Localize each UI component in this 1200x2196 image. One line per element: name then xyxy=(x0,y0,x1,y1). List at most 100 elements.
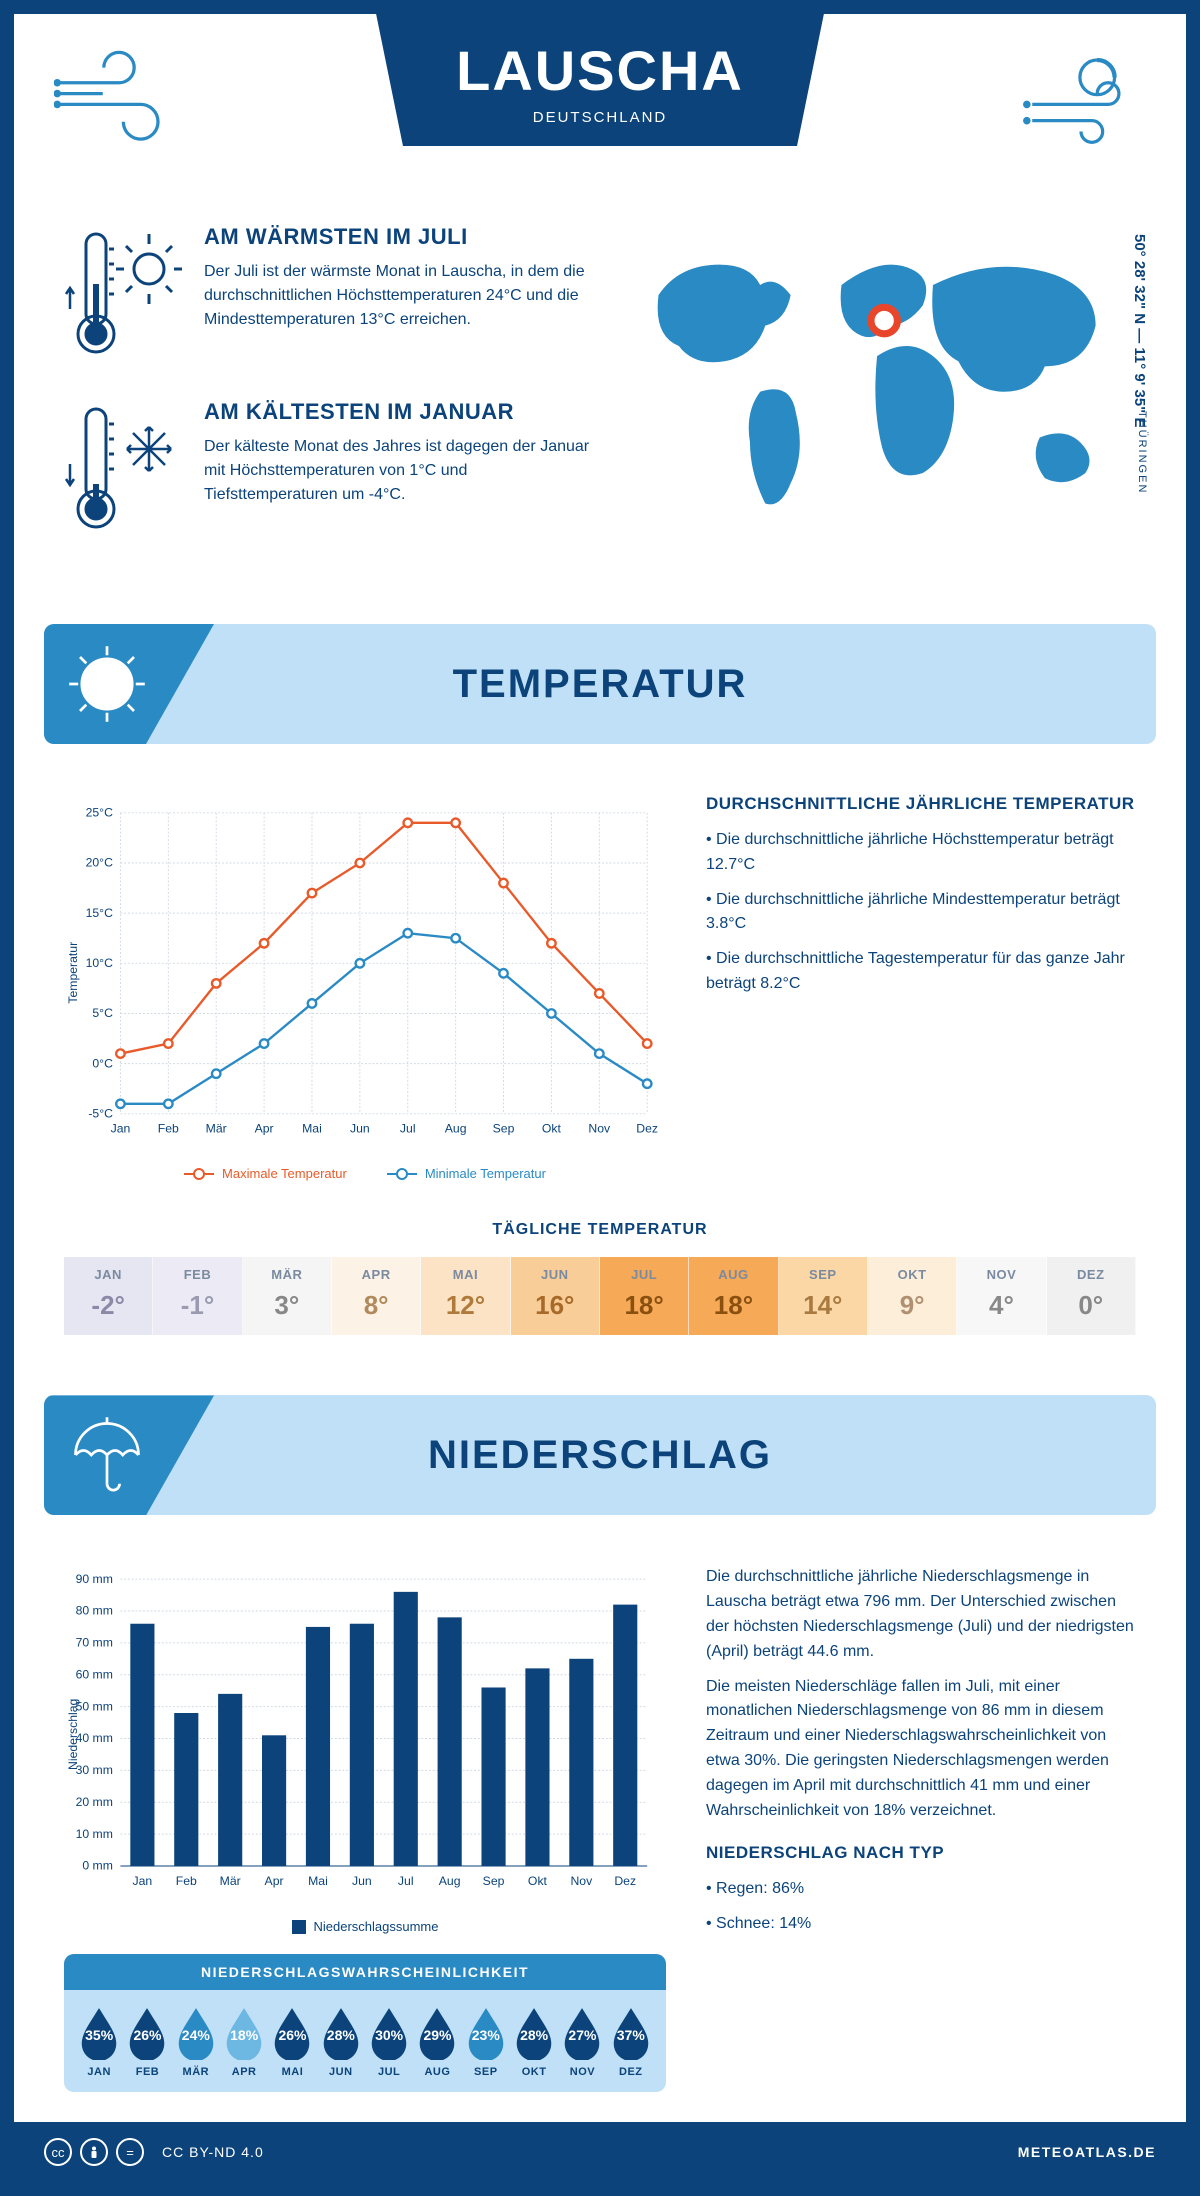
site-label: METEOATLAS.DE xyxy=(1018,2144,1156,2160)
svg-text:20°C: 20°C xyxy=(86,856,113,870)
svg-text:Nov: Nov xyxy=(570,1874,593,1888)
warmest-title: AM WÄRMSTEN IM JULI xyxy=(204,224,598,250)
temp-summary-title: DURCHSCHNITTLICHE JÄHRLICHE TEMPERATUR xyxy=(706,794,1136,814)
drop-icon: 23% xyxy=(464,2006,508,2060)
drop-icon: 24% xyxy=(174,2006,218,2060)
svg-text:-5°C: -5°C xyxy=(88,1107,113,1121)
temp-cell: JUL 18° xyxy=(600,1257,689,1335)
prob-month: NOV xyxy=(559,2066,605,2078)
temp-cell: JUN 16° xyxy=(511,1257,600,1335)
svg-text:Feb: Feb xyxy=(158,1122,179,1136)
daily-temp-title: TÄGLICHE TEMPERATUR xyxy=(64,1221,1136,1239)
temperature-line-chart: -5°C0°C5°C10°C15°C20°C25°CJanFebMärAprMa… xyxy=(64,794,666,1181)
temp-cell-value: 3° xyxy=(243,1290,331,1321)
temp-cell-value: -2° xyxy=(64,1290,152,1321)
svg-text:Feb: Feb xyxy=(176,1874,197,1888)
prob-month: JUN xyxy=(318,2066,364,2078)
svg-text:10°C: 10°C xyxy=(86,956,113,970)
facts-column: AM WÄRMSTEN IM JULI Der Juli ist der wär… xyxy=(64,224,598,574)
svg-text:Jul: Jul xyxy=(400,1122,416,1136)
svg-text:Jan: Jan xyxy=(111,1122,131,1136)
coldest-body: AM KÄLTESTEN IM JANUAR Der kälteste Mona… xyxy=(204,399,598,544)
cc-icon: cc xyxy=(44,2138,72,2166)
temperature-summary: DURCHSCHNITTLICHE JÄHRLICHE TEMPERATUR D… xyxy=(706,794,1136,1181)
temperature-title: TEMPERATUR xyxy=(453,662,748,707)
svg-text:5°C: 5°C xyxy=(92,1006,113,1020)
wind-icon-right xyxy=(1016,44,1146,159)
footer: cc = CC BY-ND 4.0 METEOATLAS.DE xyxy=(14,2122,1186,2182)
temp-cell: MAI 12° xyxy=(421,1257,510,1335)
drop-icon: 18% xyxy=(222,2006,266,2060)
precipitation-row: 0 mm10 mm20 mm30 mm40 mm50 mm60 mm70 mm8… xyxy=(14,1535,1186,2122)
svg-text:Apr: Apr xyxy=(255,1122,274,1136)
prob-month: OKT xyxy=(511,2066,557,2078)
temp-cell: AUG 18° xyxy=(689,1257,778,1335)
temp-cell: NOV 4° xyxy=(957,1257,1046,1335)
drop-icon: 26% xyxy=(270,2006,314,2060)
temp-bullet: Die durchschnittliche jährliche Mindestt… xyxy=(706,888,1136,938)
temp-cell: FEB -1° xyxy=(153,1257,242,1335)
coldest-title: AM KÄLTESTEN IM JANUAR xyxy=(204,399,598,425)
prob-value: 35% xyxy=(85,2027,113,2043)
prob-value: 29% xyxy=(423,2027,451,2043)
svg-text:Sep: Sep xyxy=(493,1122,515,1136)
prob-title: NIEDERSCHLAGSWAHRSCHEINLICHKEIT xyxy=(64,1954,666,1990)
prob-value: 30% xyxy=(375,2027,403,2043)
drop-icon: 30% xyxy=(367,2006,411,2060)
prob-cell: 26% MAI xyxy=(269,2006,315,2078)
prob-month: JAN xyxy=(76,2066,122,2078)
sun-icon xyxy=(44,624,214,744)
coldest-fact: AM KÄLTESTEN IM JANUAR Der kälteste Mona… xyxy=(64,399,598,544)
drop-icon: 26% xyxy=(125,2006,169,2060)
svg-text:Jan: Jan xyxy=(133,1874,153,1888)
wind-icon-left xyxy=(54,44,184,159)
svg-text:Jun: Jun xyxy=(350,1122,370,1136)
svg-text:Okt: Okt xyxy=(542,1122,562,1136)
prob-month: AUG xyxy=(414,2066,460,2078)
svg-text:Mai: Mai xyxy=(302,1122,322,1136)
temp-cell-month: FEB xyxy=(153,1267,241,1282)
temp-cell-month: JAN xyxy=(64,1267,152,1282)
svg-text:50 mm: 50 mm xyxy=(76,1700,113,1714)
temp-cell-month: JUN xyxy=(511,1267,599,1282)
svg-text:90 mm: 90 mm xyxy=(76,1572,113,1586)
temp-bullet: Die durchschnittliche jährliche Höchstte… xyxy=(706,828,1136,878)
temp-cell-value: 12° xyxy=(421,1290,509,1321)
precip-type-title: NIEDERSCHLAG NACH TYP xyxy=(706,1843,1136,1863)
precipitation-text: Die durchschnittliche jährliche Niedersc… xyxy=(706,1565,1136,2092)
precip-p2: Die meisten Niederschläge fallen im Juli… xyxy=(706,1675,1136,1824)
svg-text:Dez: Dez xyxy=(614,1874,636,1888)
prob-month: SEP xyxy=(463,2066,509,2078)
temp-cell-value: 4° xyxy=(957,1290,1045,1321)
daily-temp-section: TÄGLICHE TEMPERATUR JAN -2°FEB -1°MÄR 3°… xyxy=(14,1211,1186,1375)
precip-legend-label: Niederschlagssumme xyxy=(314,1919,439,1934)
svg-text:10 mm: 10 mm xyxy=(76,1827,113,1841)
temp-cell: JAN -2° xyxy=(64,1257,153,1335)
legend-min-label: Minimale Temperatur xyxy=(425,1166,546,1181)
nd-icon: = xyxy=(116,2138,144,2166)
prob-cell: 23% SEP xyxy=(463,2006,509,2078)
precip-p1: Die durchschnittliche jährliche Niedersc… xyxy=(706,1565,1136,1664)
daily-temp-table: JAN -2°FEB -1°MÄR 3°APR 8°MAI 12°JUN 16°… xyxy=(64,1257,1136,1335)
temp-cell-value: 9° xyxy=(868,1290,956,1321)
region-label: THÜRINGEN xyxy=(1136,411,1148,494)
thermometer-snow-icon xyxy=(64,399,184,544)
temp-cell-month: MAI xyxy=(421,1267,509,1282)
temp-chart-legend: Maximale Temperatur Minimale Temperatur xyxy=(64,1166,666,1181)
prob-cell: 28% JUN xyxy=(318,2006,364,2078)
umbrella-icon xyxy=(44,1395,214,1515)
precip-chart-legend: Niederschlagssumme xyxy=(64,1919,666,1934)
svg-text:40 mm: 40 mm xyxy=(76,1732,113,1746)
prob-cell: 18% APR xyxy=(221,2006,267,2078)
temp-cell-value: 8° xyxy=(332,1290,420,1321)
coldest-text: Der kälteste Monat des Jahres ist dagege… xyxy=(204,435,598,507)
prob-month: DEZ xyxy=(608,2066,654,2078)
drop-icon: 28% xyxy=(512,2006,556,2060)
temp-cell-month: MÄR xyxy=(243,1267,331,1282)
temp-cell-value: 16° xyxy=(511,1290,599,1321)
temp-cell-value: -1° xyxy=(153,1290,241,1321)
intro-section: AM WÄRMSTEN IM JULI Der Juli ist der wär… xyxy=(14,214,1186,604)
svg-text:20 mm: 20 mm xyxy=(76,1795,113,1809)
prob-cell: 27% NOV xyxy=(559,2006,605,2078)
prob-cell: 26% FEB xyxy=(124,2006,170,2078)
